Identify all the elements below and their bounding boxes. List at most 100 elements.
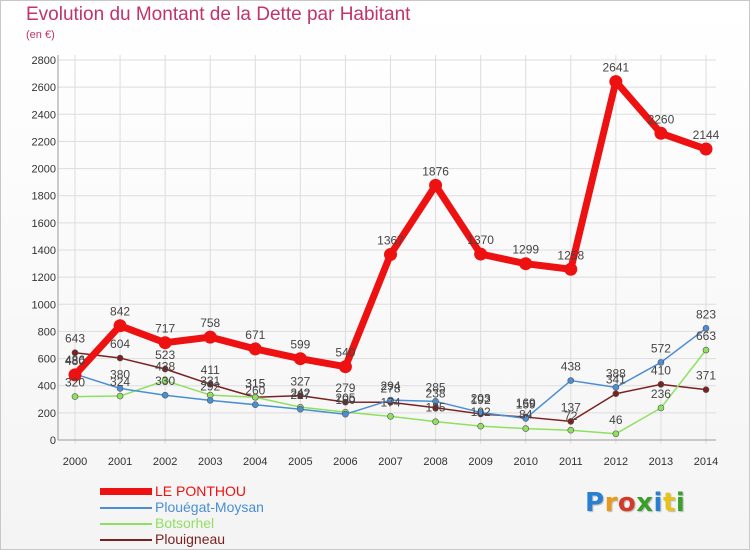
y-tick-label: 2000	[32, 164, 56, 176]
point-ploue-gat-moysan	[522, 415, 530, 422]
data-label-botsorhel: 331	[200, 374, 220, 388]
legend-swatch-botsorhel	[100, 523, 152, 525]
x-tick-label: 2003	[198, 456, 222, 468]
point-plouigneau	[432, 404, 439, 412]
point-ploue-gat-moysan	[432, 398, 439, 405]
point-le-ponthou	[158, 336, 172, 350]
point-plouigneau	[612, 390, 620, 398]
x-tick-label: 2012	[604, 456, 628, 468]
data-label-plouigneau: 238	[426, 387, 446, 401]
point-plouigneau	[702, 386, 710, 393]
legend-label-plouegat-moysan: Plouégat-Moysan	[155, 499, 264, 515]
y-tick-label: 1800	[32, 191, 56, 203]
data-label-botsorhel: 46	[609, 413, 623, 427]
point-plouigneau	[297, 392, 304, 399]
point-plouigneau	[206, 380, 214, 388]
data-label-botsorhel: 135	[426, 401, 446, 415]
x-tick-label: 2008	[423, 456, 447, 468]
data-label-le-ponthou: 717	[155, 322, 175, 336]
data-label-plouigneau: 643	[65, 332, 85, 346]
point-botsorhel	[702, 346, 710, 354]
y-tick-label: 1000	[32, 299, 56, 311]
data-label-ploue-gat-moysan: 190	[335, 393, 355, 407]
data-label-le-ponthou: 1299	[512, 243, 539, 257]
axes: 0 200 400 600 800 1000 1200 1400 1600 1800 2000 220…	[32, 55, 718, 468]
y-tick-label: 200	[38, 408, 56, 420]
chart-title: Evolution du Montant de la Dette par Hab…	[26, 4, 411, 25]
x-tick-label: 2005	[288, 456, 312, 468]
data-label-ploue-gat-moysan: 486	[65, 353, 85, 367]
data-label-ploue-gat-moysan: 572	[651, 341, 671, 355]
series-lines	[68, 75, 713, 438]
data-label-botsorhel: 315	[245, 376, 265, 390]
point-ploue-gat-moysan	[657, 359, 665, 366]
data-labels: 643 604 523 411 315 327 279 278 238 192 169 137 341 4…	[65, 61, 720, 427]
data-label-ploue-gat-moysan: 292	[200, 379, 220, 393]
point-botsorhel	[387, 413, 394, 420]
point-plouigneau	[116, 354, 124, 362]
data-label-le-ponthou: 671	[245, 328, 265, 342]
x-tick-label: 2000	[63, 456, 87, 468]
point-ploue-gat-moysan	[297, 405, 304, 413]
data-label-le-ponthou: 540	[335, 346, 355, 360]
data-label-botsorhel: 72	[564, 409, 578, 423]
x-tick-label: 2007	[378, 456, 402, 468]
data-label-le-ponthou: 1370	[467, 233, 494, 247]
y-tick-label: 0	[50, 435, 56, 447]
data-label-le-ponthou: 2641	[603, 61, 630, 75]
data-label-ploue-gat-moysan: 438	[561, 360, 581, 374]
y-tick-label: 800	[38, 326, 56, 338]
y-tick-label: 2200	[32, 136, 56, 148]
point-le-ponthou	[654, 126, 668, 140]
point-botsorhel	[567, 426, 575, 434]
x-tick-label: 2013	[649, 456, 673, 468]
data-label-ploue-gat-moysan: 823	[696, 307, 716, 321]
data-label-le-ponthou: 1367	[377, 233, 404, 247]
point-botsorhel	[657, 404, 665, 412]
point-le-ponthou	[384, 247, 397, 261]
data-label-le-ponthou: 1876	[422, 164, 449, 178]
point-le-ponthou	[203, 330, 217, 344]
point-le-ponthou	[699, 142, 713, 156]
data-label-plouigneau: 341	[606, 373, 626, 387]
point-le-ponthou	[248, 342, 262, 356]
data-label-botsorhel: 242	[290, 386, 310, 400]
data-label-plouigneau: 411	[201, 363, 220, 377]
point-le-ponthou	[609, 75, 623, 89]
point-ploue-gat-moysan	[342, 410, 349, 418]
data-label-botsorhel: 438	[155, 360, 175, 374]
point-plouigneau	[71, 349, 79, 357]
data-label-botsorhel: 102	[471, 405, 491, 419]
data-label-plouigneau: 315	[245, 376, 265, 390]
data-label-le-ponthou: 480	[65, 354, 85, 368]
point-plouigneau	[161, 365, 169, 373]
point-ploue-gat-moysan	[206, 397, 214, 404]
y-tick-label: 400	[38, 381, 56, 393]
x-tick-label: 2010	[513, 456, 537, 468]
proxiti-logo: Proxiti	[585, 488, 686, 518]
point-le-ponthou	[338, 360, 352, 374]
point-plouigneau	[657, 381, 665, 388]
point-ploue-gat-moysan	[612, 384, 620, 391]
data-label-plouigneau: 137	[561, 400, 581, 414]
point-ploue-gat-moysan	[387, 396, 394, 404]
point-botsorhel	[477, 422, 484, 430]
point-botsorhel	[71, 393, 79, 400]
legend-item-plouegat-moysan: Plouégat-Moysan	[100, 499, 320, 516]
point-botsorhel	[612, 430, 620, 438]
data-label-ploue-gat-moysan: 285	[426, 380, 446, 394]
legend-label-botsorhel: Botsorhel	[155, 515, 215, 531]
data-label-botsorhel: 205	[335, 391, 355, 405]
legend-item-plouigneau: Plouigneau	[100, 531, 320, 548]
data-label-botsorhel: 84	[519, 408, 533, 422]
point-ploue-gat-moysan	[161, 391, 169, 399]
y-tick-label: 1200	[32, 272, 56, 284]
data-label-botsorhel: 663	[696, 329, 716, 343]
data-label-plouigneau: 192	[471, 393, 491, 407]
point-le-ponthou	[564, 262, 578, 276]
data-label-ploue-gat-moysan: 227	[290, 388, 310, 402]
data-label-plouigneau: 371	[696, 369, 716, 383]
data-label-le-ponthou: 599	[290, 338, 310, 352]
data-label-plouigneau: 279	[335, 381, 355, 395]
point-le-ponthou	[293, 352, 307, 366]
